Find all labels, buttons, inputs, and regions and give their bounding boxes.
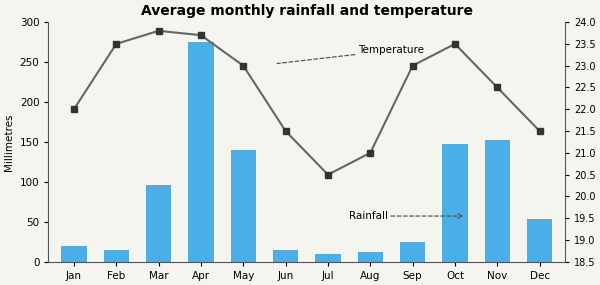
Bar (442, 144, 467, 262)
Bar (315, 254, 341, 262)
Bar (400, 242, 425, 262)
Bar (230, 150, 256, 262)
Bar (146, 185, 171, 262)
Bar (188, 42, 214, 262)
Bar (61, 246, 86, 262)
Bar (485, 140, 510, 262)
Y-axis label: Millimetres: Millimetres (4, 113, 14, 171)
Bar (104, 250, 129, 262)
Title: Average monthly rainfall and temperature: Average monthly rainfall and temperature (141, 4, 473, 18)
Text: Temperature: Temperature (277, 45, 424, 64)
Bar (358, 252, 383, 262)
Text: Rainfall: Rainfall (349, 211, 462, 221)
Bar (273, 250, 298, 262)
Bar (527, 219, 553, 262)
